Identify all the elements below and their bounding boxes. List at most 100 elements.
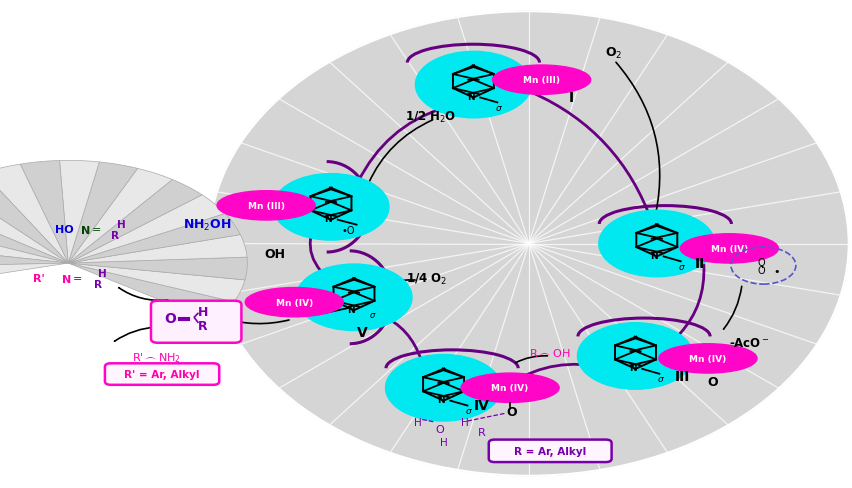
Polygon shape: [0, 203, 68, 264]
Polygon shape: [0, 173, 68, 264]
Polygon shape: [68, 169, 172, 264]
Text: N: N: [467, 93, 474, 102]
Text: •: •: [772, 267, 779, 277]
Text: -AcO$^-$: -AcO$^-$: [728, 337, 769, 349]
Polygon shape: [68, 214, 240, 264]
Text: $\sigma$: $\sigma$: [464, 406, 473, 415]
Text: R: R: [477, 427, 486, 437]
Polygon shape: [20, 161, 68, 264]
Circle shape: [296, 264, 412, 331]
Polygon shape: [0, 245, 68, 267]
Text: •O: •O: [341, 226, 354, 236]
Text: I: I: [568, 91, 573, 104]
Text: NH$_2$OH: NH$_2$OH: [183, 218, 231, 233]
Polygon shape: [0, 223, 68, 264]
FancyArrowPatch shape: [118, 288, 168, 301]
Text: HO: HO: [55, 224, 73, 234]
Text: 1/4 O$_2$: 1/4 O$_2$: [406, 272, 446, 286]
Text: N: N: [62, 274, 71, 284]
Text: V: V: [357, 325, 367, 339]
Text: H: H: [117, 220, 125, 229]
Text: R' = Ar, Alkyl: R' = Ar, Alkyl: [124, 369, 199, 379]
Text: N: N: [81, 225, 89, 235]
FancyArrowPatch shape: [357, 109, 442, 183]
FancyArrowPatch shape: [679, 265, 703, 334]
Text: R': R': [32, 273, 44, 283]
FancyArrowPatch shape: [366, 280, 415, 291]
FancyBboxPatch shape: [105, 364, 219, 385]
Ellipse shape: [492, 66, 590, 95]
Text: Mn (IV): Mn (IV): [688, 354, 726, 363]
Text: H: H: [413, 417, 422, 427]
Text: OH: OH: [264, 247, 285, 260]
Polygon shape: [60, 161, 99, 264]
Text: R: R: [198, 320, 208, 332]
Text: H: H: [460, 417, 469, 427]
Text: O: O: [435, 425, 443, 434]
Polygon shape: [0, 186, 68, 264]
FancyArrowPatch shape: [380, 315, 421, 361]
Ellipse shape: [680, 234, 778, 264]
FancyArrowPatch shape: [310, 240, 320, 271]
Text: O: O: [164, 311, 176, 325]
Ellipse shape: [245, 288, 343, 317]
Polygon shape: [0, 264, 68, 290]
Polygon shape: [68, 180, 202, 264]
Text: H: H: [98, 268, 106, 278]
Polygon shape: [68, 163, 137, 264]
Text: O: O: [506, 405, 516, 418]
Text: $\sigma$: $\sigma$: [494, 103, 503, 113]
Circle shape: [273, 174, 389, 241]
Circle shape: [577, 323, 693, 389]
Text: =: =: [92, 224, 101, 234]
FancyArrowPatch shape: [515, 356, 547, 363]
Text: Mn (IV): Mn (IV): [491, 384, 528, 392]
FancyArrowPatch shape: [615, 63, 659, 213]
Polygon shape: [68, 235, 247, 264]
Polygon shape: [0, 165, 68, 264]
FancyArrowPatch shape: [368, 121, 432, 184]
Text: N: N: [325, 215, 331, 224]
Circle shape: [598, 211, 714, 277]
Text: N: N: [437, 395, 444, 405]
Text: $\sigma$: $\sigma$: [677, 262, 686, 271]
Text: R: R: [111, 230, 119, 240]
FancyBboxPatch shape: [151, 301, 241, 343]
Text: $\sigma$: $\sigma$: [656, 374, 665, 384]
Text: Mn (IV): Mn (IV): [275, 298, 313, 307]
Polygon shape: [68, 264, 233, 322]
Ellipse shape: [216, 191, 315, 221]
Text: III: III: [674, 369, 689, 383]
Ellipse shape: [460, 373, 559, 403]
Polygon shape: [68, 195, 225, 264]
FancyArrowPatch shape: [503, 365, 592, 389]
Text: O: O: [757, 266, 764, 276]
FancyArrowPatch shape: [114, 327, 158, 342]
Text: N: N: [650, 251, 657, 261]
Text: H: H: [439, 437, 447, 447]
Text: Mn (III): Mn (III): [247, 202, 285, 210]
Text: O: O: [757, 258, 764, 267]
Text: O: O: [706, 376, 717, 388]
Circle shape: [385, 355, 501, 421]
Text: Mn (III): Mn (III): [522, 76, 560, 85]
Polygon shape: [68, 264, 245, 302]
Text: IV: IV: [474, 398, 489, 412]
Text: Mn (IV): Mn (IV): [710, 244, 747, 253]
Text: H: H: [198, 306, 208, 319]
Text: II: II: [694, 257, 704, 270]
Ellipse shape: [209, 12, 848, 476]
Text: R = Ar, Alkyl: R = Ar, Alkyl: [514, 446, 585, 456]
Ellipse shape: [658, 344, 757, 373]
FancyArrowPatch shape: [722, 287, 741, 329]
Text: $\sigma$: $\sigma$: [369, 310, 376, 319]
Text: =: =: [73, 273, 82, 283]
Circle shape: [415, 52, 531, 119]
Text: HO: HO: [308, 307, 322, 316]
Text: N: N: [629, 364, 636, 373]
Text: R'$\frown$NH$_2$: R'$\frown$NH$_2$: [131, 350, 181, 364]
Text: O$_2$: O$_2$: [605, 46, 622, 61]
Text: N: N: [348, 305, 354, 314]
Text: R$\frown$OH: R$\frown$OH: [529, 346, 570, 358]
Text: 1/2 H$_2$O: 1/2 H$_2$O: [405, 110, 456, 124]
